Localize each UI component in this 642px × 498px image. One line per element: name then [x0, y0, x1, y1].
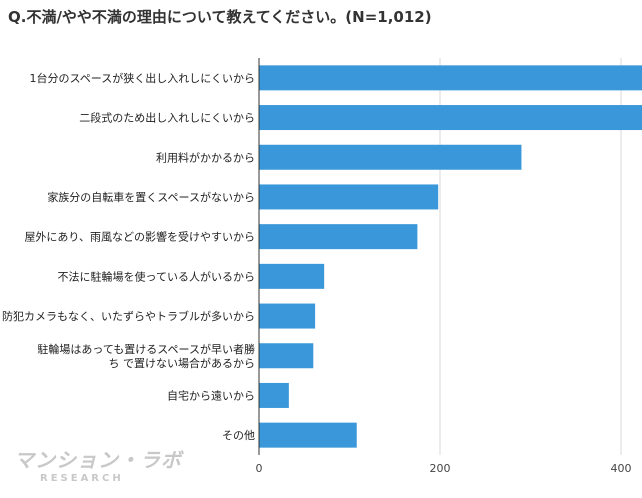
category-label: 防犯カメラもなく、いたずらやトラブルが多いから	[2, 309, 255, 323]
category-label: 利用料がかかるから	[156, 150, 255, 164]
category-label: 駐輪場はあっても置けるスペースが早い者勝	[37, 342, 255, 356]
bar	[259, 65, 642, 91]
bar	[259, 343, 314, 369]
bar	[259, 184, 439, 210]
bar	[259, 303, 316, 329]
logo-main-text: マンション・ラボ	[14, 448, 182, 472]
bar	[259, 144, 522, 170]
bar	[259, 422, 357, 448]
brand-logo: マンション・ラボ RESEARCH	[14, 444, 182, 484]
category-label: 自宅から遠いから	[167, 388, 255, 402]
bar	[259, 224, 418, 250]
bar	[259, 105, 642, 131]
x-tick-label: 0	[256, 462, 263, 475]
category-label: 家族分の自転車を置くスペースがないから	[47, 190, 255, 204]
x-tick-label: 400	[611, 462, 632, 475]
x-tick-label: 200	[430, 462, 451, 475]
bar	[259, 263, 325, 289]
chart-title: Q.不満/やや不満の理由について教えてください。(N=1,012)	[8, 8, 432, 26]
category-label: ち で置けない場合があるから	[109, 356, 256, 370]
category-label: 1台分のスペースが狭く出し入れしにくいから	[30, 71, 255, 85]
logo-sub-text: RESEARCH	[40, 473, 124, 484]
category-label: その他	[222, 429, 255, 442]
category-label: 不法に駐輪場を使っている人がいるから	[58, 269, 255, 283]
bar	[259, 382, 289, 408]
category-label: 二段式のため出し入れしにくいから	[79, 111, 255, 125]
category-label: 屋外にあり、雨風などの影響を受けやすいから	[24, 230, 255, 244]
